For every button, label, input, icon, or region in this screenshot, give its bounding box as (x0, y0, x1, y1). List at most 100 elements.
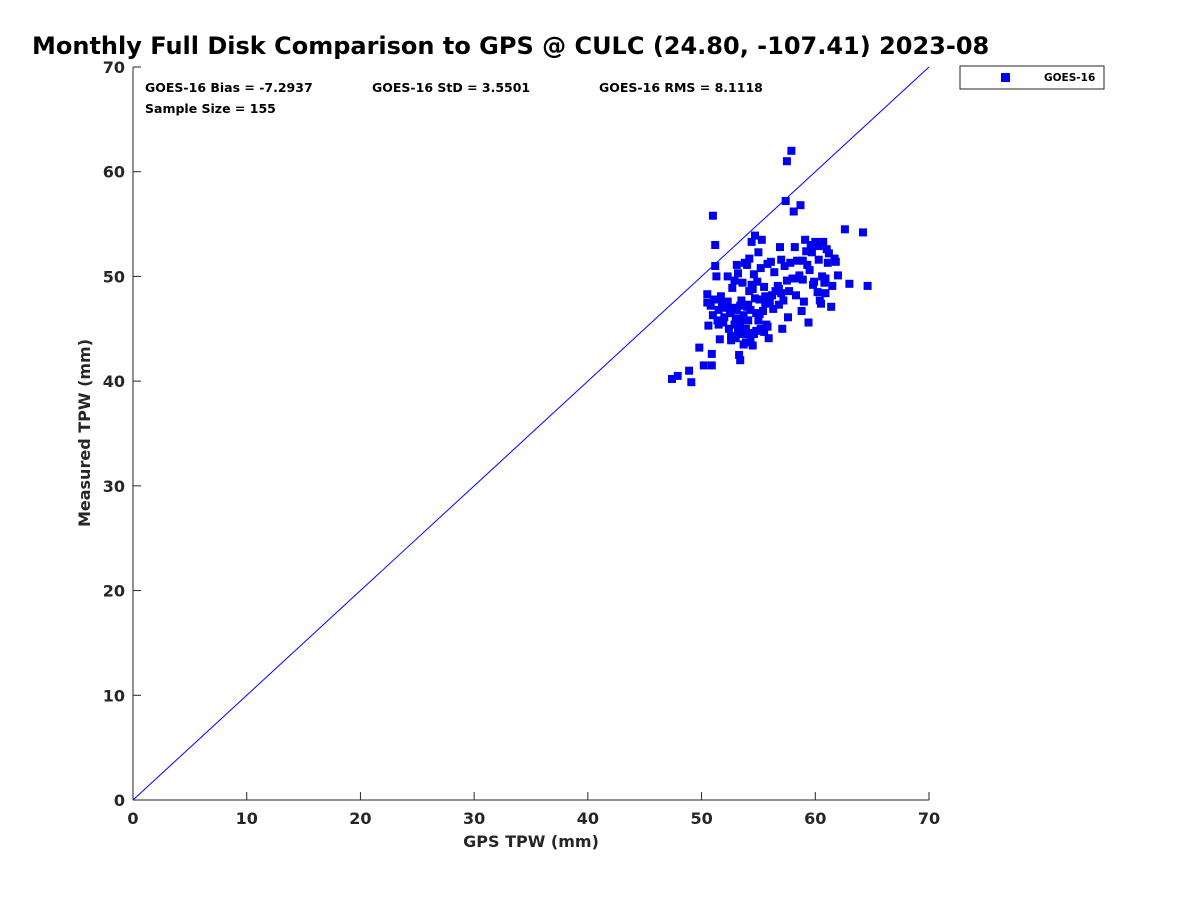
data-point (707, 361, 716, 370)
data-point (710, 295, 719, 304)
data-point (799, 297, 808, 306)
data-point (827, 302, 836, 311)
data-point (824, 249, 833, 258)
y-tick-label: 60 (103, 163, 125, 182)
data-point (787, 146, 796, 155)
data-point (730, 320, 739, 329)
data-point (795, 271, 804, 280)
legend-marker-goes-16 (1001, 73, 1010, 82)
reference-line-group (132, 66, 930, 801)
data-point (863, 281, 872, 290)
data-point (806, 241, 815, 249)
data-point (777, 289, 786, 298)
data-point (734, 327, 742, 336)
data-point (804, 318, 813, 327)
data-point (731, 314, 740, 323)
data-point (817, 299, 825, 308)
data-point (744, 329, 753, 337)
data-point (811, 237, 820, 246)
y-tick-label: 0 (114, 791, 125, 810)
data-point (761, 292, 770, 301)
data-point (706, 301, 715, 310)
data-point (752, 326, 761, 335)
x-tick-label: 50 (690, 809, 712, 828)
data-point (810, 277, 819, 286)
x-tick-label: 40 (577, 809, 599, 828)
data-point (747, 280, 756, 289)
data-point (723, 297, 732, 306)
x-tick-label: 70 (918, 809, 940, 828)
stat-sample-size: Sample Size = 155 (145, 101, 276, 116)
data-point (814, 255, 823, 264)
data-point (714, 320, 723, 329)
data-point (821, 274, 830, 283)
data-point (715, 335, 724, 344)
data-point (668, 375, 676, 383)
data-point (708, 211, 717, 220)
data-point (687, 378, 696, 387)
stat-std: GOES-16 StD = 3.5501 (372, 80, 530, 95)
tick-labels: 0 10 20 30 40 50 60 70 0 10 20 30 40 50 60 70 (103, 58, 940, 828)
stat-rms: GOES-16 RMS = 8.1118 (599, 80, 763, 95)
data-point (754, 316, 763, 325)
data-point (797, 307, 806, 315)
data-point (745, 254, 754, 263)
y-tick-label: 70 (103, 58, 125, 77)
data-point (714, 305, 723, 314)
data-point (805, 266, 814, 275)
data-point (781, 197, 790, 205)
data-point (793, 256, 802, 265)
data-point (738, 330, 747, 338)
data-point (744, 316, 753, 325)
data-point (769, 304, 778, 313)
x-tick-label: 10 (236, 809, 258, 828)
data-point (713, 316, 722, 325)
data-point (755, 295, 764, 304)
data-point (801, 235, 810, 244)
data-point (780, 262, 789, 270)
data-point (778, 324, 787, 333)
data-point (782, 276, 791, 285)
data-point (751, 231, 759, 240)
y-tick-label: 30 (103, 477, 125, 496)
reference-line (132, 66, 930, 801)
data-point (845, 279, 854, 288)
data-point (685, 366, 694, 375)
stat-bias: GOES-16 Bias = -7.2937 (145, 80, 313, 95)
data-point (749, 270, 758, 279)
y-tick-label: 40 (103, 372, 125, 391)
legend-box (959, 65, 1105, 90)
data-point (798, 275, 807, 284)
data-point (763, 322, 772, 331)
data-point (761, 299, 770, 308)
data-point (784, 313, 792, 322)
data-point (774, 285, 783, 293)
data-point (747, 237, 756, 246)
y-tick-label: 20 (103, 582, 125, 601)
data-point (736, 301, 745, 310)
data-point (732, 260, 741, 269)
data-point (699, 361, 708, 370)
data-point (720, 313, 729, 322)
data-point (673, 371, 682, 380)
data-point (766, 257, 775, 266)
data-point (756, 264, 765, 273)
legend-label-goes-16: GOES-16 (1044, 72, 1095, 84)
x-tick-label: 0 (127, 809, 138, 828)
y-tick-label: 10 (103, 686, 125, 705)
data-point (716, 292, 725, 301)
data-point (834, 271, 842, 280)
data-point (828, 281, 837, 290)
data-point (831, 257, 840, 266)
data-point (764, 334, 773, 343)
data-point (774, 300, 783, 309)
data-point (739, 315, 748, 324)
data-point (711, 262, 720, 270)
data-point (703, 290, 712, 299)
data-point (746, 305, 755, 314)
legend: GOES-16 (959, 65, 1105, 90)
data-point (743, 260, 752, 269)
data-point (760, 282, 769, 291)
y-axis-label: Measured TPW (mm) (75, 339, 94, 527)
